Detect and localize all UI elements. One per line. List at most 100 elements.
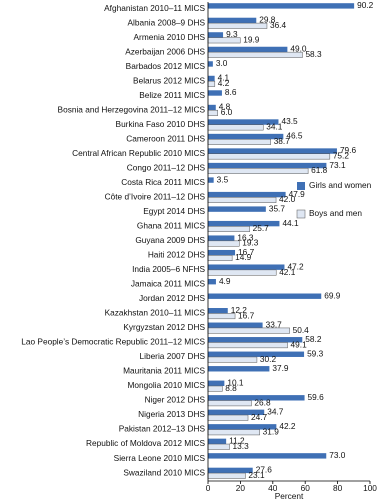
category-label: Jamaica 2011 MICS: [131, 279, 206, 289]
bar: [208, 220, 280, 227]
category-label: Kyrgyzstan 2012 DHS: [123, 322, 205, 332]
bar: [208, 308, 228, 314]
bar: [207, 385, 223, 392]
bar: [208, 148, 337, 154]
x-tick-label: 60: [301, 483, 311, 493]
x-tick-label: 20: [236, 483, 246, 493]
category-label: Burkina Faso 2010 DHS: [116, 119, 206, 129]
value-label: 33.7: [266, 319, 283, 329]
value-label: 34.1: [266, 122, 283, 132]
category-label: Liberia 2007 DHS: [140, 351, 206, 361]
category-label: Cameroon 2011 DHS: [126, 133, 205, 143]
value-label: 69.9: [324, 290, 341, 300]
bar: [207, 313, 236, 320]
category-label: Afghanistan 2010–11 MICS: [104, 3, 205, 13]
category-label: Ghana 2011 MICS: [137, 221, 206, 231]
bar: [207, 414, 249, 421]
bar: [207, 327, 290, 334]
value-label: 79.6: [340, 145, 357, 155]
bar: [208, 119, 279, 125]
value-label: 8.8: [225, 383, 237, 393]
legend-swatch: [297, 182, 305, 190]
bar: [208, 395, 305, 401]
bar: [208, 322, 263, 328]
bar: [208, 17, 257, 24]
bar: [207, 342, 288, 349]
value-label: 4.8: [219, 102, 231, 112]
bar: [208, 249, 236, 256]
bar: [208, 191, 286, 198]
category-label: India 2005–6 NFHS: [132, 264, 205, 274]
value-label: 19.9: [243, 35, 260, 45]
bar: [208, 32, 224, 38]
category-label: Lao People’s Democratic Republic 2011–12…: [21, 337, 205, 347]
value-label: 90.2: [357, 0, 374, 10]
category-label: Mauritania 2011 MICS: [123, 366, 205, 376]
bar: [207, 197, 277, 203]
bar: [207, 400, 252, 407]
value-label: 44.1: [282, 218, 299, 228]
category-label: Kazakhstan 2010–11 MICS: [105, 308, 206, 318]
category-label: Haiti 2012 DHS: [148, 250, 206, 260]
value-label: 19.3: [242, 238, 259, 248]
category-label: Central African Republic 2010 MICS: [72, 148, 205, 158]
value-label: 8.6: [225, 87, 237, 97]
value-label: 38.7: [274, 136, 291, 146]
value-label: 73.0: [329, 450, 346, 460]
value-label: 24.7: [251, 412, 268, 422]
bar: [208, 235, 235, 241]
bar: [207, 255, 233, 262]
category-label: Côte d’Ivoire 2011–12 DHS: [105, 191, 206, 201]
category-label: Jordan 2012 DHS: [139, 293, 205, 303]
bar: [208, 162, 327, 169]
bar: [208, 453, 327, 459]
bar: [208, 337, 303, 343]
value-label: 43.5: [281, 116, 298, 126]
bar: [208, 380, 225, 386]
value-label: 4.2: [218, 78, 230, 88]
category-label: Sierra Leone 2010 MICS: [114, 453, 206, 463]
value-label: 6.0: [221, 107, 233, 117]
bar: [208, 278, 216, 285]
bar: [207, 443, 230, 450]
category-label: Belize 2011 MICS: [139, 90, 205, 100]
bar: [207, 429, 260, 436]
value-label: 36.4: [270, 20, 287, 30]
bar: [208, 104, 216, 111]
value-label: 23.1: [248, 470, 265, 480]
value-label: 27.6: [256, 465, 273, 475]
value-label: 37.9: [272, 363, 289, 373]
value-label: 25.7: [253, 223, 270, 233]
bar: [208, 133, 284, 140]
category-label: Swaziland 2010 MICS: [123, 467, 205, 477]
value-label: 3.0: [216, 58, 228, 68]
category-label: Bosnia and Herzegovina 2011–12 MICS: [58, 104, 206, 114]
x-tick-label: 80: [333, 483, 343, 493]
bar: [208, 467, 253, 474]
category-label: Armenia 2010 DHS: [134, 32, 206, 42]
bar: [207, 51, 303, 58]
bar: [207, 356, 258, 363]
bar: [207, 472, 246, 479]
category-label: Costa Rica 2011 MICS: [121, 177, 205, 187]
bar: [207, 269, 277, 276]
value-label: 58.3: [305, 49, 322, 59]
value-label: 50.4: [293, 325, 310, 335]
value-label: 47.9: [289, 189, 306, 199]
bar: [208, 3, 355, 9]
value-label: 4.9: [219, 276, 231, 286]
value-label: 29.8: [259, 15, 276, 25]
value-label: 16.3: [237, 232, 254, 242]
bar: [207, 168, 309, 174]
bar: [208, 409, 265, 416]
category-label: Nigeria 2013 DHS: [138, 409, 205, 419]
category-label: Mongolia 2010 MICS: [128, 380, 206, 390]
category-label: Belarus 2012 MICS: [133, 75, 205, 85]
bar: [207, 22, 268, 29]
value-label: 12.2: [231, 305, 248, 315]
value-label: 75.2: [333, 151, 350, 161]
x-tick-label: 100: [363, 483, 377, 493]
value-label: 42.0: [279, 194, 296, 204]
bar: [207, 37, 241, 44]
bar: [208, 424, 277, 430]
